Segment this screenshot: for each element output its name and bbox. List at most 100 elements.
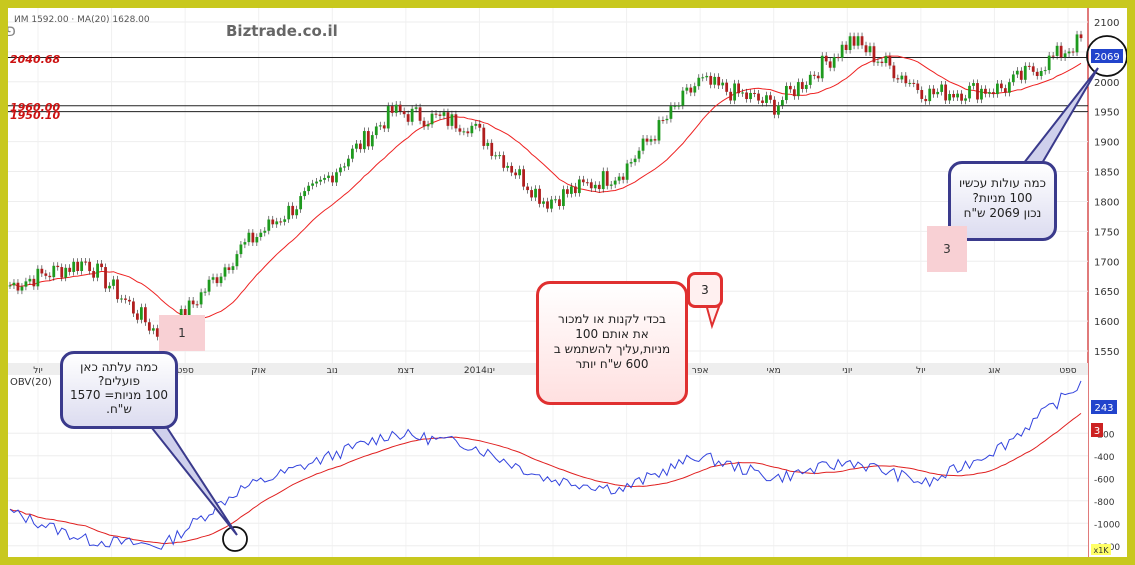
center-callout-line-4: 600 ש"ח יותר: [575, 357, 649, 371]
left-callout: כמה עלתה כאן פועלים? 100 מניות= 1570 ש"ח…: [60, 351, 178, 429]
candle-body: [235, 254, 239, 267]
level-label-2040: 2040.68: [10, 53, 60, 66]
candle-body: [585, 182, 589, 184]
candle-body: [566, 189, 569, 194]
candle-body: [753, 92, 756, 94]
date-tick: אוג: [988, 366, 1000, 376]
candle-body: [72, 261, 76, 272]
candle-body: [315, 181, 318, 184]
marker-3-text: 3: [943, 242, 951, 256]
candle-body: [354, 143, 358, 149]
candle-body: [577, 179, 581, 194]
price-y-tick: 1750: [1094, 227, 1119, 238]
price-y-tick: 1650: [1094, 287, 1119, 298]
candle-body: [351, 148, 354, 159]
candle-body: [454, 114, 458, 129]
candle-body: [88, 261, 92, 272]
left-callout-line-2: פועלים?: [97, 374, 141, 388]
current-price-badge: [1091, 49, 1123, 63]
candle-body: [382, 125, 386, 129]
candle-body: [331, 175, 334, 183]
candle-body: [908, 82, 912, 84]
chart-frame: 2100205020001950190018501800175017001650…: [0, 8, 1128, 557]
candle-body: [924, 98, 928, 102]
candle-body: [28, 278, 32, 282]
candle-body: [661, 120, 665, 122]
candle-body: [613, 180, 617, 185]
candle-body: [514, 172, 518, 176]
date-tick: מאי: [767, 366, 781, 376]
date-tick: ספט: [1059, 366, 1076, 376]
candle-body: [852, 36, 856, 46]
candle-body: [498, 155, 502, 157]
candle-body: [542, 201, 545, 204]
candle-body: [283, 219, 287, 222]
candle-body: [820, 55, 824, 79]
candle-body: [263, 230, 267, 233]
candle-body: [880, 61, 884, 64]
candle-body: [386, 106, 390, 129]
candle-body: [573, 186, 577, 194]
candle-body: [112, 279, 115, 286]
candle-body: [362, 131, 366, 150]
obv-label: OBV(20): [10, 377, 52, 388]
candle-body: [936, 91, 940, 95]
candle-body: [765, 95, 768, 103]
candle-body: [848, 36, 852, 50]
candle-body: [522, 169, 525, 187]
candle-body: [470, 125, 474, 134]
candle-body: [183, 309, 187, 319]
candle-body: [291, 205, 295, 216]
candle-body: [653, 139, 657, 141]
right-callout-line-3: נכון 2069 ש"ח: [963, 206, 1042, 220]
left-callout-line-3: 100 מניות= 1570: [70, 388, 168, 402]
candle-body: [116, 279, 119, 300]
marker-1-text: 1: [178, 326, 186, 340]
candle-body: [1031, 66, 1035, 72]
candle-body: [920, 90, 924, 99]
candle-body: [295, 209, 299, 216]
price-y-tick: 2000: [1094, 78, 1119, 89]
candle-body: [534, 188, 537, 198]
candle-body: [960, 93, 963, 101]
candle-body: [1071, 51, 1075, 53]
candle-body: [876, 61, 880, 63]
candle-body: [816, 75, 820, 79]
candle-body: [569, 186, 573, 194]
date-tick: 2014ינו: [464, 366, 495, 376]
candle-body: [944, 84, 948, 101]
candle-body: [76, 261, 80, 272]
candle-body: [442, 112, 446, 116]
candle-body: [155, 328, 159, 337]
right-callout: כמה עולות עכשיו 100 מניות? נכון 2069 ש"ח: [948, 161, 1057, 241]
candle-body: [1003, 88, 1007, 93]
candle-body: [669, 105, 673, 119]
candle-body: [243, 242, 247, 245]
left-callout-line-1: כמה עלתה כאן: [80, 360, 158, 374]
candle-body: [136, 313, 139, 320]
candle-body: [868, 46, 872, 53]
candle-body: [490, 142, 494, 156]
candle-body: [450, 114, 454, 126]
candle-body: [1051, 55, 1055, 57]
center-callout-line-1: בכדי לקנות או למכור: [558, 312, 666, 326]
candle-body: [693, 86, 697, 93]
price-y-tick: 2100: [1094, 18, 1119, 29]
scale-label: x1K: [1093, 546, 1109, 555]
candle-body: [896, 78, 900, 80]
candle-body: [227, 267, 231, 271]
candle-body: [784, 85, 788, 101]
obv-value-badge: [1091, 400, 1117, 414]
candle-body: [207, 279, 211, 292]
candle-body: [374, 126, 378, 136]
candle-body: [1027, 65, 1031, 67]
candle-body: [800, 82, 804, 89]
candle-body: [390, 106, 394, 113]
candle-body: [60, 267, 64, 278]
candle-body: [84, 261, 88, 263]
candle-body: [510, 165, 514, 173]
candle-body: [1039, 71, 1043, 76]
candle-body: [1015, 70, 1019, 75]
candle-body: [928, 88, 932, 102]
candle-body: [741, 92, 744, 94]
